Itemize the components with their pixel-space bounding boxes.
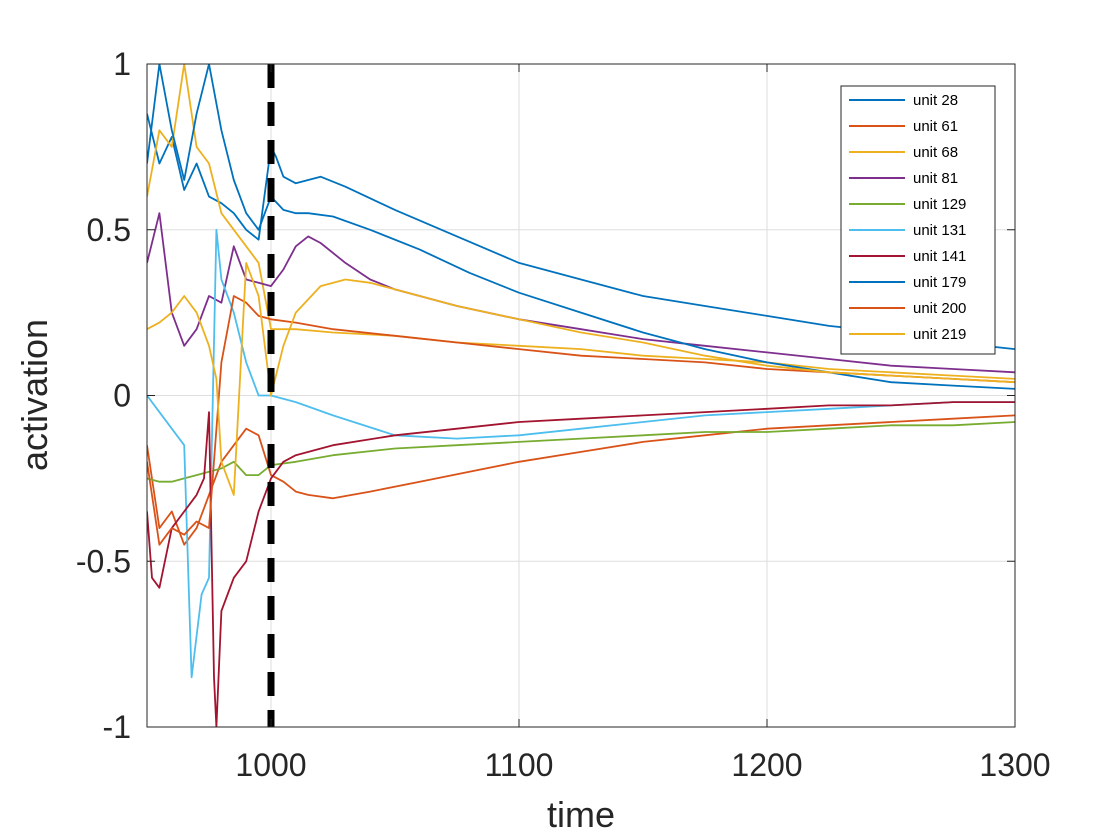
legend: unit 28 unit 61 unit 68 unit 81 unit 129 unit… — [840, 85, 996, 355]
legend-label: unit 81 — [913, 170, 958, 187]
legend-label: unit 179 — [913, 274, 966, 291]
x-tick-label: 1200 — [731, 747, 802, 783]
legend-label: unit 28 — [913, 92, 958, 109]
series-line-unit-61 — [147, 414, 1015, 546]
legend-label: unit 219 — [913, 326, 966, 343]
axis-ticks: 1000 1100 1200 1300 -1 -0.5 0 0.5 1 — [76, 46, 1051, 783]
series-line-unit-28 — [147, 113, 1015, 350]
series-line-unit-141 — [147, 401, 1015, 727]
series-line-unit-179 — [147, 64, 1015, 390]
series-line-unit-200 — [147, 295, 1015, 546]
legend-box — [840, 85, 996, 355]
legend-label: unit 200 — [913, 300, 966, 317]
y-tick-label: -1 — [103, 709, 131, 745]
series-line-unit-81 — [147, 212, 1015, 374]
legend-label: unit 129 — [913, 196, 966, 213]
series-line-unit-219 — [147, 262, 1015, 496]
legend-label: unit 68 — [913, 144, 958, 161]
x-tick-label: 1000 — [235, 747, 306, 783]
y-axis-title: activation — [14, 319, 55, 471]
series-line-unit-131 — [147, 228, 1015, 679]
legend-label: unit 141 — [913, 248, 966, 265]
legend-label: unit 131 — [913, 222, 966, 239]
series-line-unit-129 — [147, 421, 1015, 483]
x-axis-title: time — [547, 794, 615, 835]
legend-label: unit 61 — [913, 118, 958, 135]
x-tick-label: 1300 — [979, 747, 1050, 783]
x-tick-label: 1100 — [485, 747, 554, 783]
y-tick-label: -0.5 — [76, 543, 131, 579]
y-tick-label: 0.5 — [87, 212, 131, 248]
y-tick-label: 0 — [113, 378, 131, 414]
series-lines — [147, 64, 1015, 727]
y-tick-label: 1 — [113, 46, 131, 82]
